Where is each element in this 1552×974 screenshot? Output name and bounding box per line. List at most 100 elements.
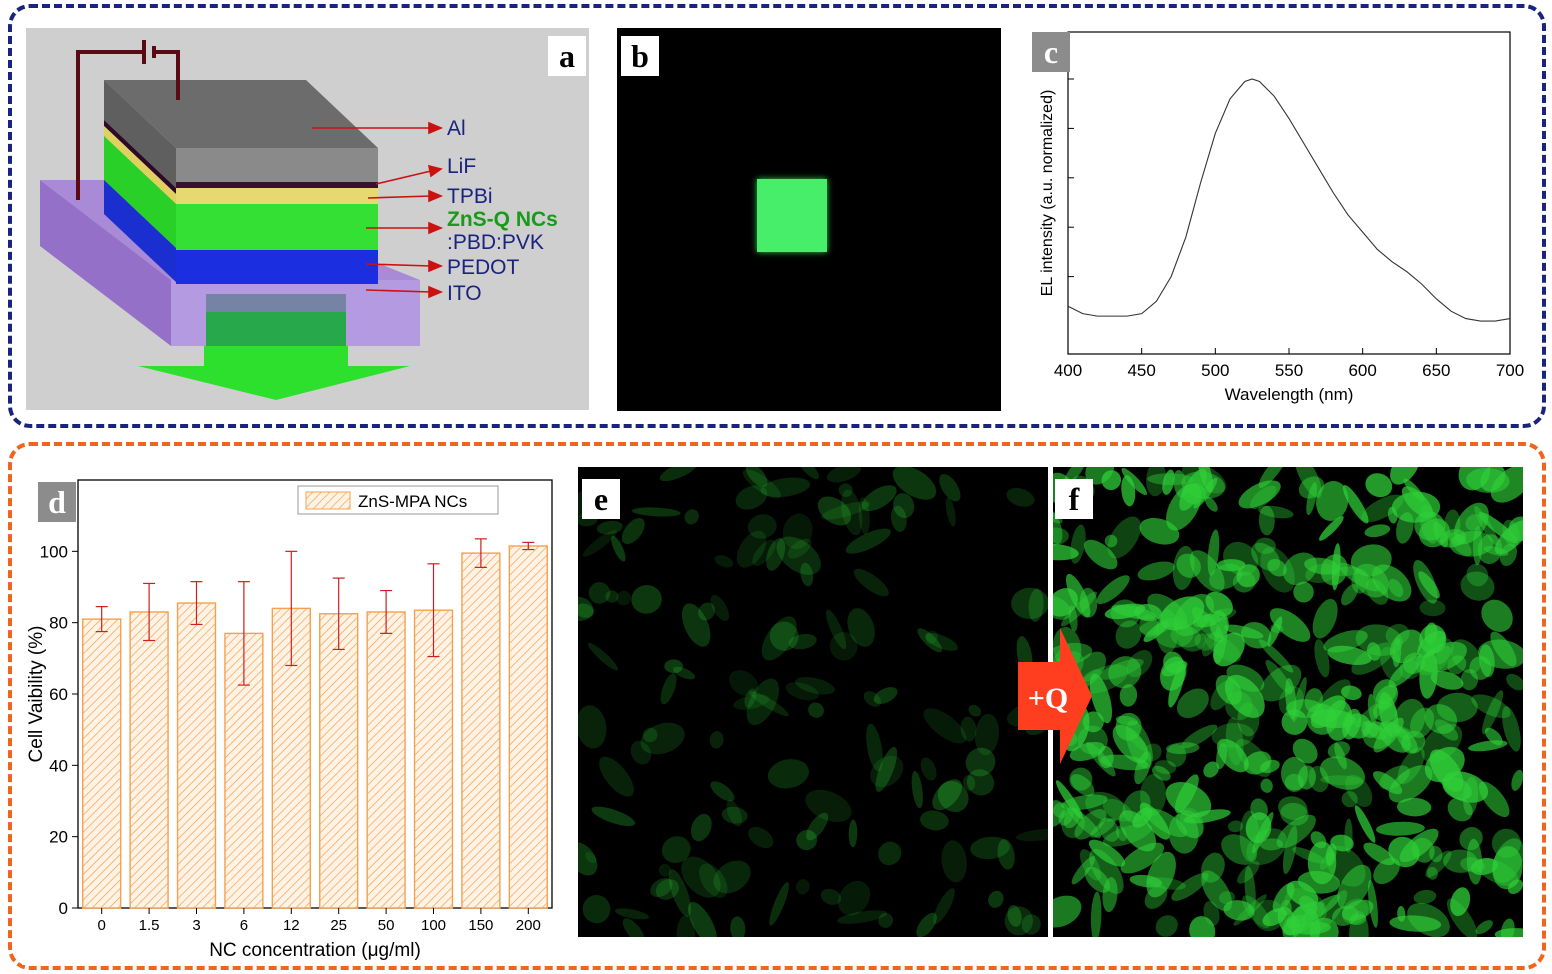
cell-blob — [1171, 872, 1209, 901]
cell-blob — [1098, 817, 1120, 842]
cell-viability-chart: 0 20 40 60 80 100 0 1.5 3 6 12 25 50 100 150 200 NC conc… — [26, 479, 553, 961]
cell-blob — [1011, 587, 1048, 620]
cell-blob — [795, 879, 810, 895]
cell-blob — [1015, 828, 1048, 842]
cell-blob — [1122, 790, 1151, 823]
cell-blob — [1424, 704, 1458, 734]
cell-blob — [1068, 604, 1078, 632]
wire-right — [154, 50, 180, 100]
x-tick-label: 500 — [1201, 361, 1229, 380]
cell-blob — [1096, 575, 1130, 605]
cell-blob — [1121, 467, 1147, 496]
cell-blob — [1053, 895, 1082, 928]
tpbi-layer-front — [176, 188, 378, 204]
cell-blob — [1245, 812, 1272, 844]
cell-blob — [1168, 813, 1199, 854]
cell-blob — [1325, 843, 1337, 866]
panel-label-a: a — [548, 36, 586, 76]
layer-label-ito: ITO — [447, 282, 482, 305]
cell-blob — [1304, 688, 1323, 713]
cell-blob — [1218, 891, 1235, 905]
cell-blob — [1342, 485, 1369, 524]
cell-blob — [1460, 571, 1495, 601]
bottom-panel-group-frame — [8, 442, 1546, 970]
cell-blob — [963, 775, 976, 791]
cell-blob — [1434, 645, 1452, 665]
pedot-layer-side — [104, 180, 176, 282]
cell-blob — [1281, 709, 1308, 735]
cell-blob — [1393, 698, 1426, 740]
cell-blob — [997, 839, 1015, 870]
cell-blob — [1119, 684, 1138, 707]
cell-blob — [1183, 809, 1231, 824]
cell-blob — [1345, 774, 1373, 807]
y-tick-label: 60 — [49, 685, 68, 704]
cell-blob — [1292, 847, 1325, 864]
cell-blob — [1312, 598, 1338, 639]
cell-blob — [1292, 738, 1318, 764]
cell-blob — [1070, 774, 1095, 797]
cell-blob — [787, 538, 812, 559]
cell-blob — [1470, 858, 1498, 876]
cell-blob — [1413, 889, 1437, 904]
cell-blob — [1258, 639, 1294, 673]
cell-blob — [1282, 901, 1325, 936]
x-tick-label: 200 — [516, 917, 541, 934]
cell-blob — [744, 688, 757, 708]
cell-blob — [1194, 633, 1215, 651]
cell-blob — [587, 642, 619, 671]
cell-blob — [1102, 877, 1118, 913]
cell-blob — [1090, 891, 1102, 937]
cell-blob — [578, 596, 594, 621]
cell-blob — [676, 915, 696, 937]
cell-blob — [1146, 467, 1167, 497]
layer-label-zns-q-ncs: ZnS-Q NCs — [447, 208, 558, 231]
cell-blob — [863, 691, 882, 707]
cell-blob — [599, 756, 634, 797]
x-tick-label: 600 — [1348, 361, 1376, 380]
cell-blob — [932, 779, 963, 811]
cell-blob — [805, 789, 852, 822]
y-axis-label: Cell Vaibility (%) — [26, 626, 47, 763]
cell-blob — [1181, 471, 1226, 499]
cell-blob — [1165, 742, 1200, 755]
arrow-shape — [1018, 628, 1092, 764]
cell-blob — [1306, 482, 1318, 516]
cell-blob — [1053, 509, 1063, 524]
cell-blob — [766, 538, 786, 571]
cell-blob — [730, 916, 746, 937]
cell-blob — [1237, 861, 1260, 884]
cell-blob — [1176, 688, 1209, 719]
cell-blob — [1238, 480, 1281, 509]
cell-blob — [1053, 543, 1079, 561]
cell-blob — [1354, 805, 1376, 843]
cell-blob — [841, 489, 863, 536]
glowing-pixel — [757, 179, 827, 252]
cell-blob — [1173, 593, 1215, 637]
bar-0 — [82, 618, 122, 909]
cell-blob — [970, 836, 1010, 860]
cell-blob — [1079, 587, 1098, 618]
cell-blob — [1418, 571, 1440, 599]
cell-blob — [847, 608, 875, 647]
cell-blob — [1286, 880, 1319, 908]
layer-label-pbd-pvk: :PBD:PVK — [447, 231, 544, 254]
cell-blob — [1174, 774, 1199, 814]
cell-blob — [1419, 518, 1451, 548]
cell-blob — [1338, 562, 1380, 592]
cell-blob — [761, 616, 797, 661]
x-axis-label: Wavelength (nm) — [1225, 385, 1354, 404]
cell-blob — [1217, 738, 1249, 773]
cell-blob — [661, 836, 691, 864]
cell-blob — [585, 851, 597, 864]
cell-blob — [1090, 818, 1116, 838]
bar-1.5 — [129, 611, 169, 909]
cell-blob — [988, 890, 1004, 908]
cell-blob — [1417, 630, 1446, 659]
x-tick-label: 700 — [1496, 361, 1524, 380]
cell-blob — [796, 829, 818, 851]
cell-blob — [853, 568, 889, 597]
cell-blob — [659, 467, 699, 482]
cell-blob — [1397, 906, 1406, 922]
cell-blob — [806, 812, 829, 841]
